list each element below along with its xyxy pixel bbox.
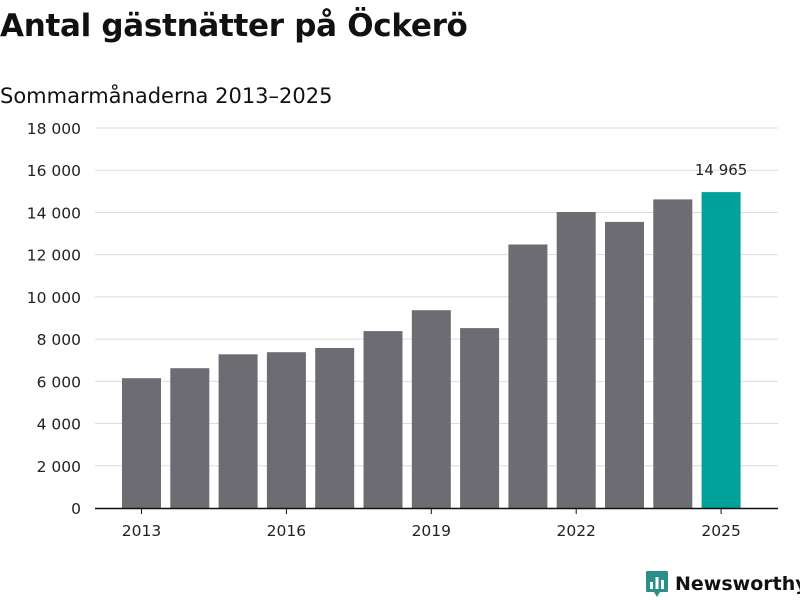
y-tick-label: 6 000 <box>37 373 81 391</box>
bar-2015 <box>218 354 258 508</box>
bar-2017 <box>315 348 355 508</box>
bar-2016 <box>266 352 306 508</box>
y-tick-label: 14 000 <box>27 204 81 222</box>
x-axis: 2013 2016 2019 2022 2025 <box>95 507 778 540</box>
y-tick-label: 0 <box>71 500 81 518</box>
bar-2013 <box>122 378 161 508</box>
bar-2022 <box>556 212 596 508</box>
data-label-2025: 14 965 <box>695 161 748 179</box>
bar-2014 <box>170 368 210 508</box>
bar-2025 <box>701 192 741 508</box>
y-tick-label: 4 000 <box>37 416 81 434</box>
x-tick-label: 2016 <box>267 522 306 540</box>
newsworthy-logo-icon <box>646 571 668 597</box>
y-tick-label: 16 000 <box>27 162 81 180</box>
bar-2020 <box>460 328 500 508</box>
x-tick-label: 2019 <box>412 522 451 540</box>
y-tick-label: 10 000 <box>27 289 81 307</box>
x-tick-label: 2025 <box>701 522 740 540</box>
brand-logo[interactable]: Newsworthy <box>645 570 800 598</box>
bar-2023 <box>605 221 644 508</box>
brand-name: Newsworthy <box>675 573 800 595</box>
y-axis-tick-labels: 0 2 000 4 000 6 000 8 000 10 000 12 000 14 000 1… <box>27 120 81 518</box>
bar-2021 <box>508 244 548 508</box>
chart-title: Antal gästnätter på Öckerö <box>0 8 468 44</box>
chart-subtitle: Sommarmånaderna 2013–2025 <box>0 84 333 108</box>
bar-2019 <box>411 310 451 508</box>
x-tick-label: 2022 <box>556 522 595 540</box>
y-tick-label: 12 000 <box>27 247 81 265</box>
y-tick-label: 8 000 <box>37 331 81 349</box>
bars <box>122 192 741 508</box>
y-tick-label: 18 000 <box>27 120 81 138</box>
y-tick-label: 2 000 <box>37 458 81 476</box>
bar-2018 <box>363 331 403 508</box>
data-labels: 14 965 <box>695 161 748 179</box>
bar-2024 <box>653 199 693 508</box>
x-tick-label: 2013 <box>122 522 161 540</box>
